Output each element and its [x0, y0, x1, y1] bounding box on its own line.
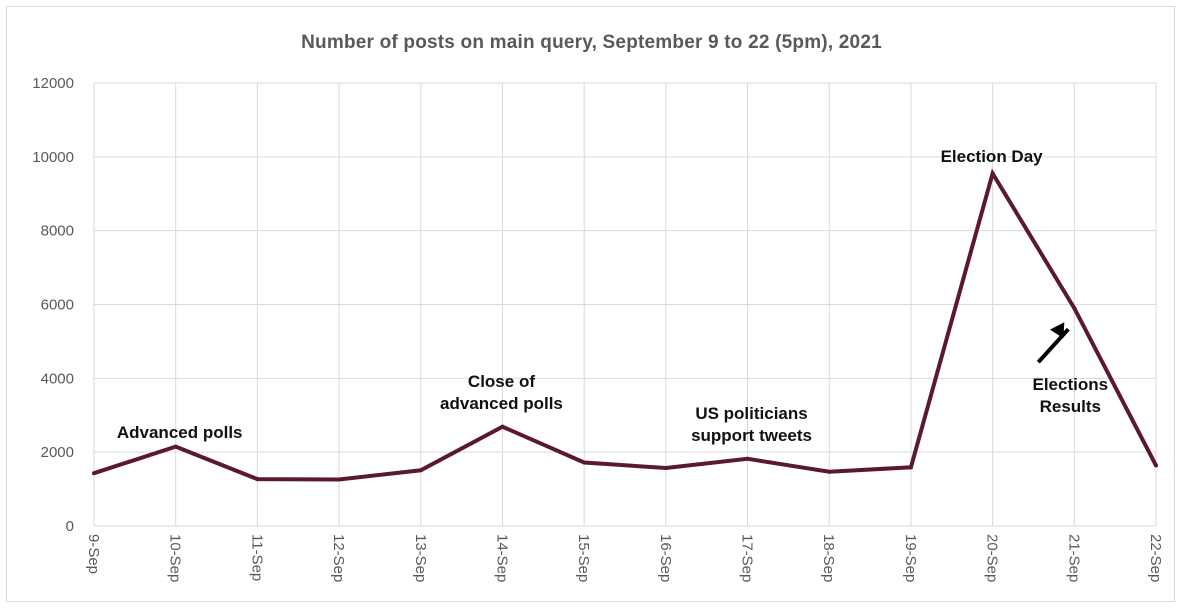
series-group [92, 168, 1158, 482]
data-point [255, 477, 260, 482]
y-tick-label: 4000 [41, 370, 74, 387]
x-tick-label: 21-Sep [1065, 534, 1082, 582]
data-point [92, 471, 96, 476]
y-tick-label: 0 [66, 518, 74, 535]
x-tick-label: 19-Sep [902, 534, 919, 582]
x-tick-label: 20-Sep [984, 534, 1001, 582]
annotation-label: US politicians [695, 404, 807, 423]
y-tick-label: 6000 [41, 297, 74, 314]
y-tick-label: 10000 [32, 149, 74, 166]
data-point [663, 466, 668, 471]
x-tick-label: 15-Sep [575, 534, 592, 582]
annotation-label: Elections [1033, 375, 1109, 394]
x-tick-label: 17-Sep [739, 534, 756, 582]
x-tick-label: 12-Sep [330, 534, 347, 582]
data-point [418, 468, 423, 473]
data-point [582, 460, 587, 465]
annotation-label: Results [1040, 397, 1101, 416]
annotations: Advanced polls Close of advanced polls US p… [117, 147, 1108, 445]
data-point [173, 444, 178, 449]
data-point [908, 465, 913, 470]
chart-title: Number of posts on main query, September… [301, 32, 882, 53]
annotation-arrow-head [1049, 322, 1065, 339]
x-tick-label: 9-Sep [85, 534, 102, 574]
data-point [1154, 463, 1158, 468]
y-tick-label: 12000 [32, 75, 74, 92]
y-tick-label: 8000 [41, 223, 74, 240]
y-tick-label: 2000 [41, 444, 74, 461]
y-axis-ticks: 0 2000 4000 6000 8000 10000 12000 [32, 75, 74, 535]
x-axis-ticks: 9-Sep 10-Sep 11-Sep 12-Sep 13-Sep 14-Sep 15-Se… [85, 534, 1164, 582]
grid-lines [93, 82, 1157, 527]
x-tick-label: 16-Sep [657, 534, 674, 582]
annotation-label: support tweets [691, 426, 812, 445]
annotation-label: advanced polls [440, 394, 563, 413]
data-point [827, 469, 832, 474]
x-tick-label: 13-Sep [412, 534, 429, 582]
x-tick-label: 14-Sep [493, 534, 510, 582]
x-tick-label: 11-Sep [248, 534, 265, 581]
data-point [337, 477, 342, 482]
x-tick-label: 18-Sep [820, 534, 837, 582]
series-line [93, 168, 1158, 482]
x-tick-label: 10-Sep [167, 534, 184, 582]
data-point [990, 171, 995, 176]
data-point [745, 456, 750, 461]
annotation-label: Election Day [941, 147, 1044, 166]
annotation-label: Close of [468, 372, 535, 391]
annotation-label: Advanced polls [117, 423, 243, 442]
x-tick-label: 22-Sep [1147, 534, 1164, 582]
annotation-arrow-shaft [1036, 327, 1070, 364]
data-point [1072, 306, 1077, 311]
data-point [500, 424, 505, 429]
